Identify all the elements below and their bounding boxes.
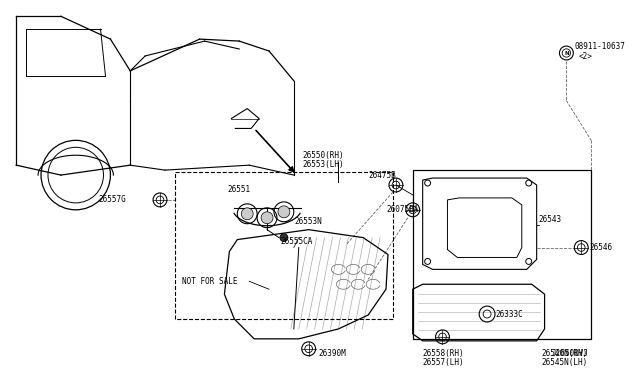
Text: 26540N(RH): 26540N(RH) bbox=[541, 349, 588, 358]
Bar bbox=[175, 172, 393, 319]
Text: N: N bbox=[564, 51, 569, 55]
Text: 26557(LH): 26557(LH) bbox=[422, 358, 464, 367]
Text: 26553(LH): 26553(LH) bbox=[303, 160, 344, 169]
Text: 26557G: 26557G bbox=[99, 195, 126, 204]
Text: 26075BA: 26075BA bbox=[386, 205, 419, 214]
Circle shape bbox=[261, 212, 273, 224]
Circle shape bbox=[241, 208, 253, 220]
Text: 08911-10637: 08911-10637 bbox=[574, 42, 625, 51]
Text: 26390M: 26390M bbox=[319, 349, 346, 358]
Text: 26550(RH): 26550(RH) bbox=[303, 151, 344, 160]
Text: 26551: 26551 bbox=[227, 186, 250, 195]
Text: 26546: 26546 bbox=[589, 243, 612, 252]
Bar bbox=[413, 170, 591, 339]
Text: 26555CA: 26555CA bbox=[281, 237, 314, 246]
Text: 26475B: 26475B bbox=[368, 171, 396, 180]
Circle shape bbox=[280, 234, 288, 241]
Text: J26500VJ: J26500VJ bbox=[552, 349, 589, 358]
Text: <2>: <2> bbox=[579, 52, 592, 61]
Text: 26545N(LH): 26545N(LH) bbox=[541, 358, 588, 367]
Text: 26543: 26543 bbox=[539, 215, 562, 224]
Text: 26333C: 26333C bbox=[495, 310, 523, 318]
Text: 26558(RH): 26558(RH) bbox=[422, 349, 464, 358]
Text: 26553N: 26553N bbox=[295, 217, 323, 226]
Circle shape bbox=[278, 206, 290, 218]
Text: NOT FOR SALE: NOT FOR SALE bbox=[182, 277, 237, 286]
